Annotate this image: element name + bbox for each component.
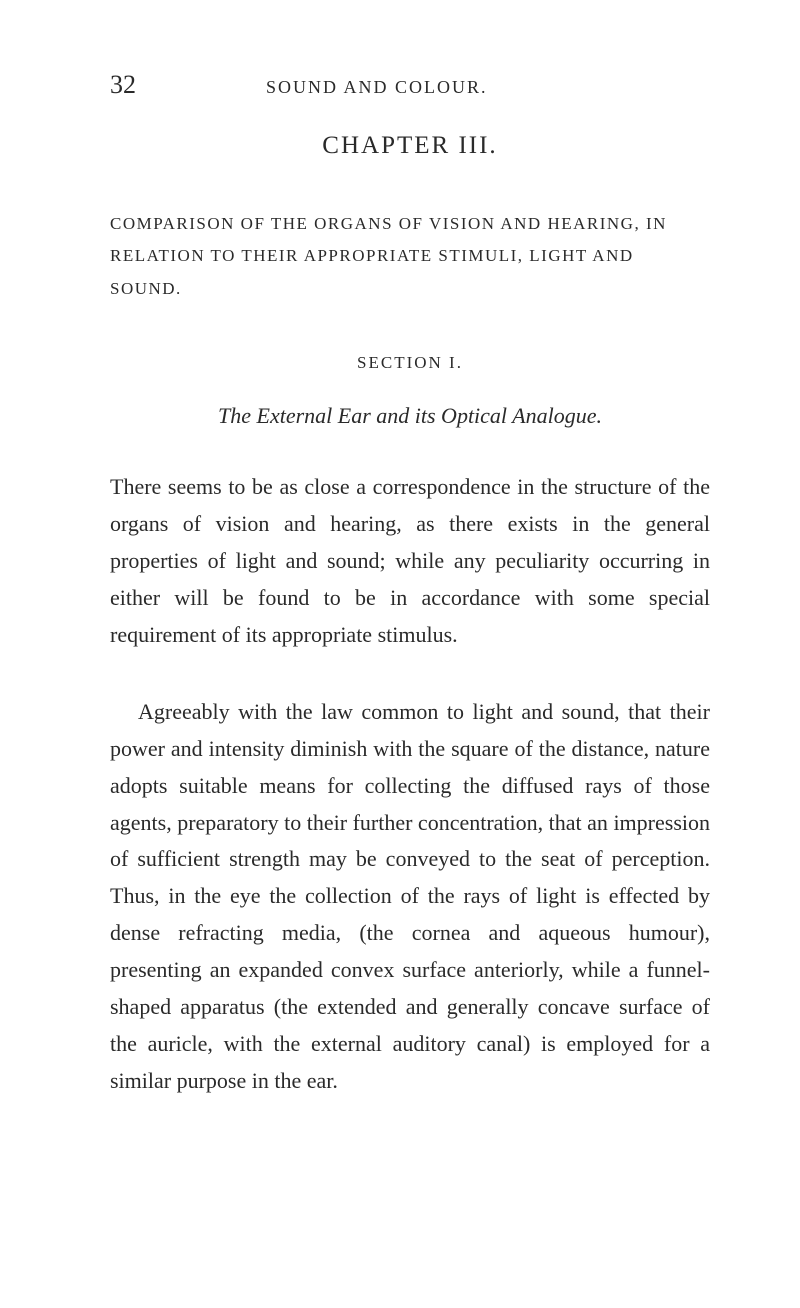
body-paragraph-2: Agreeably with the law common to light a… bbox=[110, 694, 710, 1100]
page-number: 32 bbox=[110, 70, 136, 100]
chapter-title: CHAPTER III. bbox=[110, 132, 710, 160]
running-title: SOUND AND COLOUR. bbox=[266, 77, 488, 98]
chapter-subtitle: COMPARISON OF THE ORGANS OF VISION AND H… bbox=[110, 208, 710, 305]
section-title: The External Ear and its Optical Analogu… bbox=[110, 403, 710, 429]
section-label: SECTION I. bbox=[110, 353, 710, 373]
body-paragraph-1: There seems to be as close a corresponde… bbox=[110, 469, 710, 654]
page-header: 32 SOUND AND COLOUR. bbox=[110, 70, 710, 100]
